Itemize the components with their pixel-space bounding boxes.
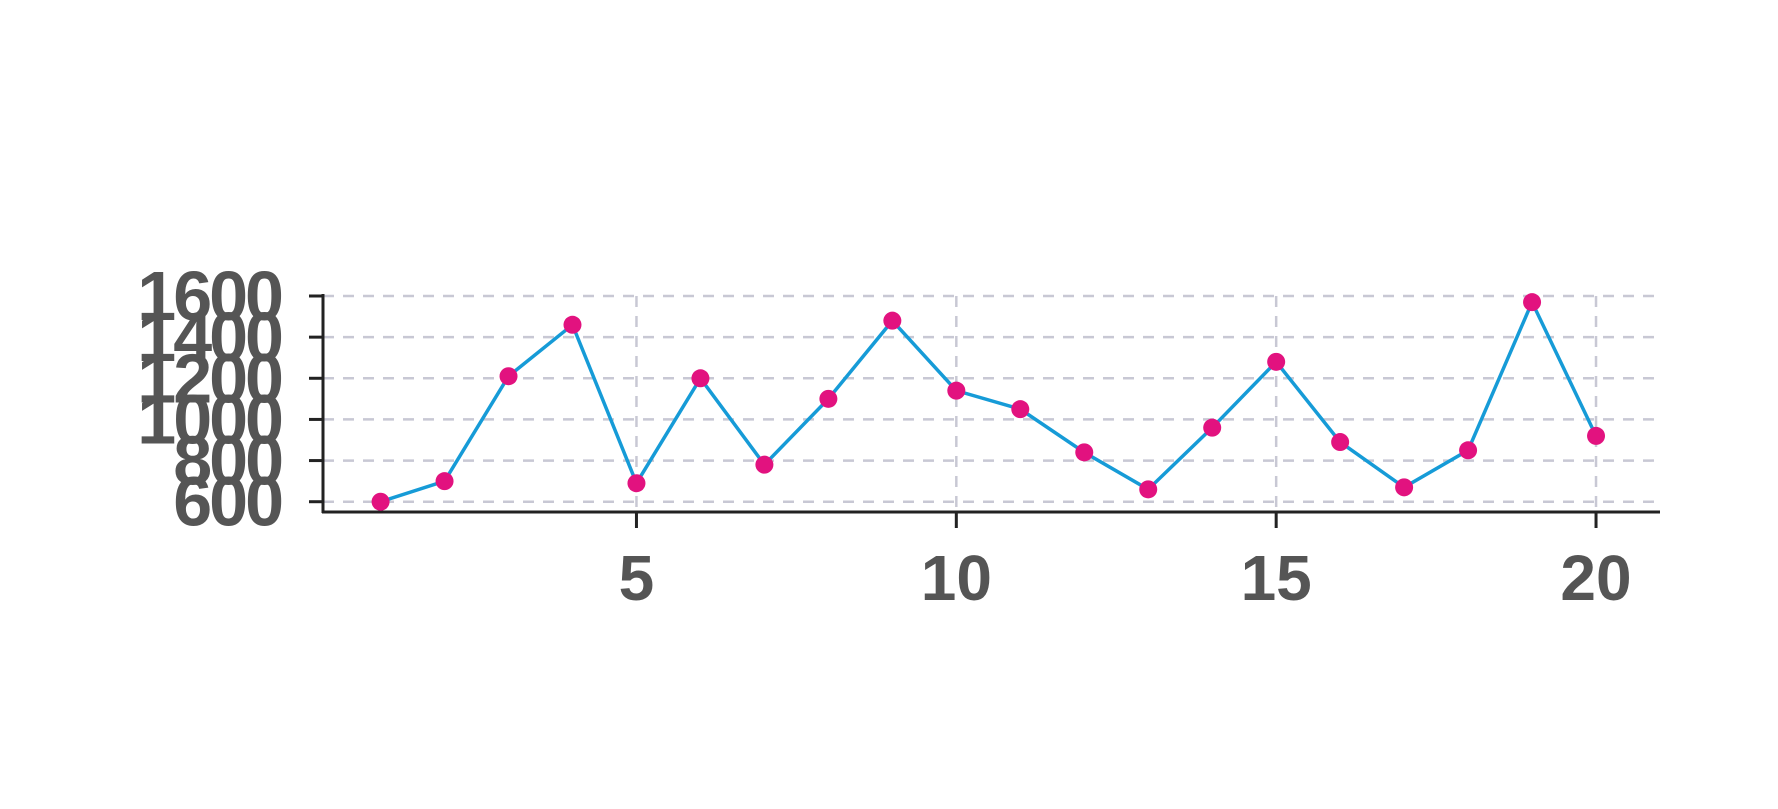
data-point [1587, 426, 1606, 445]
data-point [1459, 441, 1478, 460]
data-point [947, 381, 966, 400]
data-point [1331, 433, 1350, 452]
data-point [1075, 443, 1094, 462]
data-point [499, 367, 518, 386]
data-point [883, 311, 902, 330]
axes [309, 294, 1660, 528]
y-tick-label: 600 [173, 463, 282, 541]
data-point [1395, 478, 1414, 497]
data-point [691, 369, 710, 388]
data-point [627, 474, 646, 493]
data-point [755, 455, 774, 474]
y-tick-label: 1200 [137, 339, 282, 417]
y-tick-label: 1400 [137, 298, 282, 376]
x-tick-label: 5 [619, 542, 655, 614]
y-tick-label: 800 [173, 422, 282, 500]
data-point [819, 389, 838, 408]
series-line [380, 297, 1598, 504]
data-point [563, 315, 582, 334]
series [371, 293, 1606, 511]
y-tick-label: 1600 [137, 257, 282, 335]
data-point [371, 492, 390, 511]
x-tick-label: 10 [921, 542, 992, 614]
data-point [1011, 400, 1030, 419]
data-point [1139, 480, 1158, 499]
grid [323, 294, 1660, 512]
data-point [1203, 418, 1222, 437]
data-point [1523, 293, 1542, 312]
data-point [435, 472, 454, 491]
x-tick-label: 20 [1560, 542, 1631, 614]
y-tick-label: 1000 [137, 380, 282, 458]
data-point [1267, 352, 1286, 371]
x-tick-label: 15 [1241, 542, 1312, 614]
